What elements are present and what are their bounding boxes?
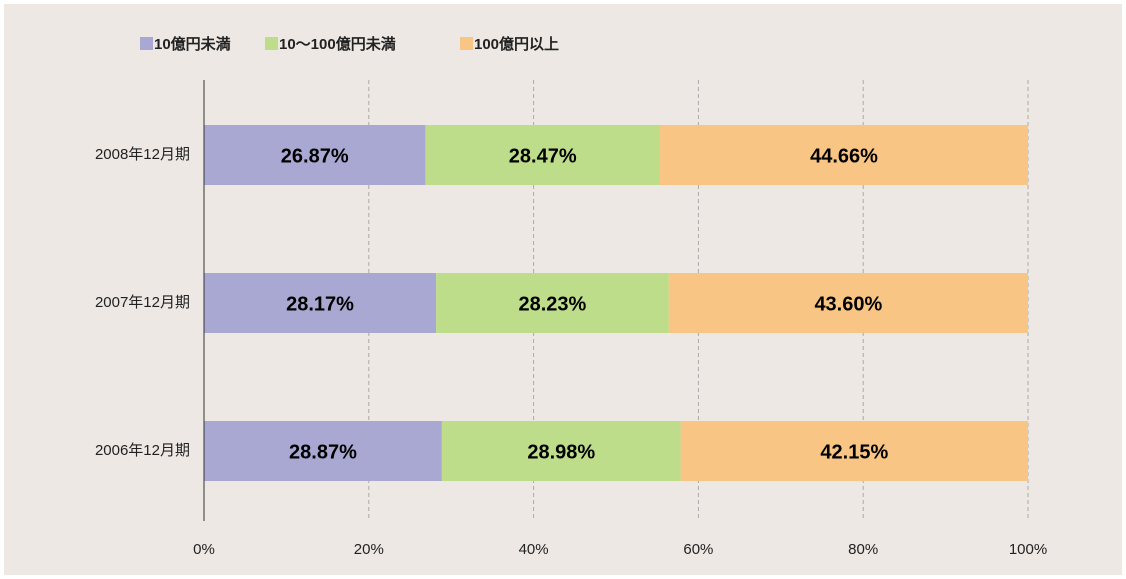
y-tick-label: 2008年12月期: [95, 146, 190, 163]
value-label: 28.17%: [286, 293, 354, 315]
bar-segment: [204, 273, 437, 333]
value-label: 28.98%: [527, 441, 595, 463]
x-tick-label: 60%: [683, 541, 713, 558]
value-label: 42.15%: [820, 441, 888, 463]
bar-segment: [668, 273, 1028, 333]
bar-segment: [660, 125, 1028, 185]
legend-label: 10億円未満: [154, 35, 231, 53]
bar-segment: [436, 273, 669, 333]
legend-swatch: [265, 37, 278, 50]
value-label: 28.87%: [289, 441, 357, 463]
legend-label: 100億円以上: [474, 35, 559, 53]
bar-segment: [204, 125, 426, 185]
value-label: 28.47%: [509, 145, 577, 167]
bar-segment: [441, 421, 681, 481]
y-tick-label: 2007年12月期: [95, 294, 190, 311]
value-label: 26.87%: [281, 145, 349, 167]
bar-segment: [680, 421, 1028, 481]
value-label: 44.66%: [810, 145, 878, 167]
x-tick-label: 20%: [354, 541, 384, 558]
bar-segment: [425, 125, 661, 185]
legend-label: 10～100億円未満: [279, 35, 396, 53]
legend-swatch: [140, 37, 153, 50]
value-label: 28.23%: [519, 293, 587, 315]
bar-segment: [204, 421, 442, 481]
x-tick-label: 0%: [193, 541, 215, 558]
y-tick-label: 2006年12月期: [95, 442, 190, 459]
x-tick-label: 40%: [519, 541, 549, 558]
x-tick-label: 100%: [1009, 541, 1047, 558]
legend-swatch: [460, 37, 473, 50]
x-tick-label: 80%: [848, 541, 878, 558]
value-label: 43.60%: [814, 293, 882, 315]
